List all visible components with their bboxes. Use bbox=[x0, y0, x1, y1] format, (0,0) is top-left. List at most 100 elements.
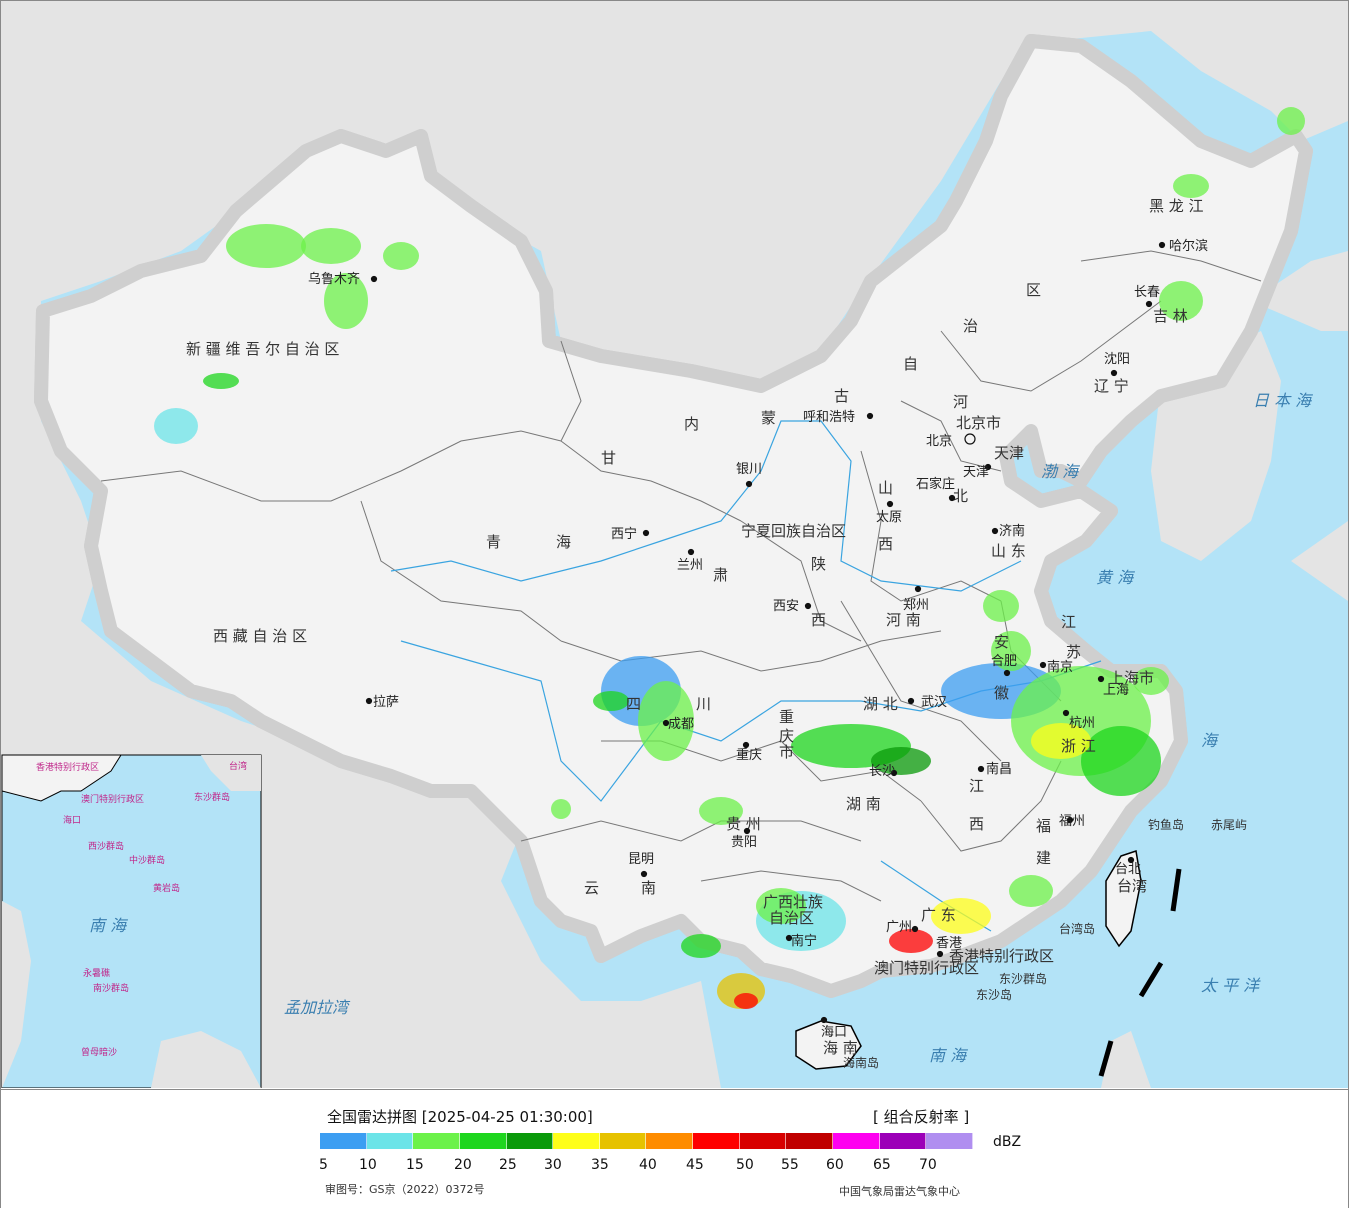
radar-echo-24 bbox=[1277, 107, 1305, 135]
city-label-kunming: 昆明 bbox=[628, 852, 654, 867]
province-label-xizang: 西 藏 自 治 区 bbox=[213, 627, 307, 645]
radar-echo-20 bbox=[734, 993, 758, 1009]
city-label-harbin: 哈尔滨 bbox=[1169, 238, 1208, 254]
inset-label-inset-nansha: 南沙群岛 bbox=[93, 982, 129, 994]
city-marker-chongqing-c bbox=[742, 741, 750, 749]
province-label-yunnan-2: 南 bbox=[641, 879, 656, 897]
city-label-xining: 西宁 bbox=[611, 526, 637, 542]
sea-label-hainan-isle: 海南岛 bbox=[843, 1055, 879, 1070]
city-label-hangzhou: 杭州 bbox=[1069, 716, 1095, 731]
city-label-hohhot: 呼和浩特 bbox=[803, 410, 855, 425]
boundary-dashes bbox=[1098, 868, 1182, 1077]
province-label-sichuan-2: 川 bbox=[696, 695, 711, 713]
tick-label-10: 10 bbox=[359, 1157, 377, 1173]
province-label-neimeng-6: 区 bbox=[1026, 281, 1041, 299]
city-label-nanjing: 南京 bbox=[1047, 659, 1073, 675]
city-label-nanning: 南宁 bbox=[791, 933, 817, 949]
sea-label-sea-east: 海 bbox=[1201, 731, 1219, 750]
city-label-urumqi: 乌鲁木齐 bbox=[308, 271, 360, 287]
city-label-guiyang: 贵阳 bbox=[731, 835, 757, 850]
province-label-tianjin: 天津 bbox=[994, 444, 1024, 462]
radar-echo-13 bbox=[1081, 726, 1161, 796]
radar-echo-30 bbox=[1133, 667, 1169, 695]
radar-echo-25 bbox=[1173, 174, 1209, 198]
city-label-zhengzhou: 郑州 bbox=[903, 598, 929, 613]
city-marker-guangzhou bbox=[911, 925, 919, 933]
tick-label-40: 40 bbox=[639, 1157, 657, 1173]
color-swatch-0 bbox=[320, 1133, 367, 1149]
radar-echo-10 bbox=[871, 747, 931, 775]
inset-label-inset-yongshu: 永暑礁 bbox=[83, 967, 110, 979]
province-label-neimeng-4: 自 bbox=[903, 355, 918, 373]
province-label-guangxi-1: 广西壮族 bbox=[763, 893, 823, 911]
province-label-xinjiang: 新 疆 维 吾 尔 自 治 区 bbox=[186, 340, 339, 358]
legend-panel: 全国雷达拼图 [2025-04-25 01:30:00] [ 组合反射率 ] d… bbox=[1, 1089, 1348, 1208]
city-label-guangzhou: 广州 bbox=[886, 920, 912, 935]
province-label-taiwan: 台湾 bbox=[1117, 877, 1147, 895]
tick-label-45: 45 bbox=[686, 1157, 704, 1173]
province-label-fujian-1: 福 bbox=[1036, 817, 1051, 835]
tick-label-20: 20 bbox=[454, 1157, 472, 1173]
city-label-haikou: 海口 bbox=[821, 1025, 847, 1040]
province-label-fujian-2: 建 bbox=[1036, 849, 1051, 867]
province-label-neimeng-3: 古 bbox=[834, 387, 849, 405]
city-marker-wuhan bbox=[907, 697, 915, 705]
province-label-yunnan-1: 云 bbox=[584, 879, 599, 897]
inset-label-inset-huangyan: 黄岩岛 bbox=[153, 882, 180, 894]
province-label-neimeng-2: 蒙 bbox=[761, 409, 776, 427]
province-label-shanxi-1: 山 bbox=[878, 479, 893, 497]
radar-echo-0 bbox=[226, 224, 306, 268]
inset-label-inset-macau: 澳门特别行政区 bbox=[81, 793, 144, 805]
city-marker-shanghai-c bbox=[1097, 675, 1105, 683]
island-label-dongsha: 东沙岛 bbox=[976, 987, 1012, 1002]
province-label-neimeng-5: 治 bbox=[963, 317, 978, 335]
province-label-guangdong: 广 东 bbox=[921, 906, 956, 924]
province-label-jiangsu-2: 苏 bbox=[1066, 643, 1081, 661]
province-label-anhui-1: 安 bbox=[994, 633, 1009, 651]
sea-label-sea-pacific: 太 平 洋 bbox=[1201, 976, 1261, 995]
units-label: dBZ bbox=[993, 1134, 1022, 1150]
city-marker-xian bbox=[804, 602, 812, 610]
province-label-henan: 河 南 bbox=[886, 611, 921, 629]
city-label-taiyuan: 太原 bbox=[876, 510, 902, 525]
city-label-changchun: 长春 bbox=[1134, 285, 1160, 300]
legend-title: 全国雷达拼图 [2025-04-25 01:30:00] bbox=[327, 1108, 593, 1126]
province-label-jiangxi-2: 西 bbox=[969, 815, 984, 833]
color-swatch-13 bbox=[926, 1133, 973, 1149]
inset-label-inset-hainan: 海口 bbox=[63, 814, 81, 826]
city-label-wuhan: 武汉 bbox=[921, 695, 947, 710]
city-marker-hefei bbox=[1003, 669, 1011, 677]
city-label-chengdu: 成都 bbox=[668, 717, 694, 732]
province-label-jiangsu-1: 江 bbox=[1061, 613, 1076, 631]
color-swatch-1 bbox=[366, 1133, 414, 1149]
city-marker-hohhot bbox=[866, 412, 874, 420]
city-label-chongqing-c: 重庆 bbox=[736, 747, 762, 763]
province-label-hebei-1: 河 bbox=[953, 393, 968, 411]
radar-echo-27 bbox=[699, 797, 743, 825]
province-label-neimeng-1: 内 bbox=[684, 415, 699, 433]
sea-label-sea-south: 南 海 bbox=[929, 1046, 968, 1065]
city-label-lhasa: 拉萨 bbox=[373, 695, 399, 710]
city-marker-harbin bbox=[1158, 241, 1166, 249]
city-label-yinchuan: 银川 bbox=[736, 462, 762, 477]
radar-echo-4 bbox=[154, 408, 198, 444]
city-marker-guiyang bbox=[743, 827, 751, 835]
city-label-shanghai-c: 上海 bbox=[1103, 683, 1129, 698]
radar-echo-22 bbox=[931, 898, 991, 934]
city-marker-fuzhou bbox=[1066, 816, 1074, 824]
radar-echo-5 bbox=[203, 373, 239, 389]
province-label-chongqing-2: 庆 bbox=[779, 727, 794, 745]
city-label-jinan: 济南 bbox=[999, 523, 1025, 539]
city-marker-chengdu bbox=[662, 719, 670, 727]
province-label-hubei: 湖 北 bbox=[863, 695, 898, 713]
tick-label-60: 60 bbox=[826, 1157, 844, 1173]
province-label-hainan-prov: 海 南 bbox=[823, 1039, 858, 1057]
province-label-qinghai-1: 青 bbox=[486, 533, 501, 551]
radar-echo-15 bbox=[991, 631, 1031, 671]
tick-label-35: 35 bbox=[591, 1157, 609, 1173]
inset-label-inset-zengmu: 曾母暗沙 bbox=[81, 1046, 117, 1058]
city-label-lanzhou: 兰州 bbox=[677, 558, 703, 573]
sea-label-sea-bohai: 渤 海 bbox=[1041, 462, 1080, 481]
city-marker-haikou bbox=[820, 1016, 828, 1024]
